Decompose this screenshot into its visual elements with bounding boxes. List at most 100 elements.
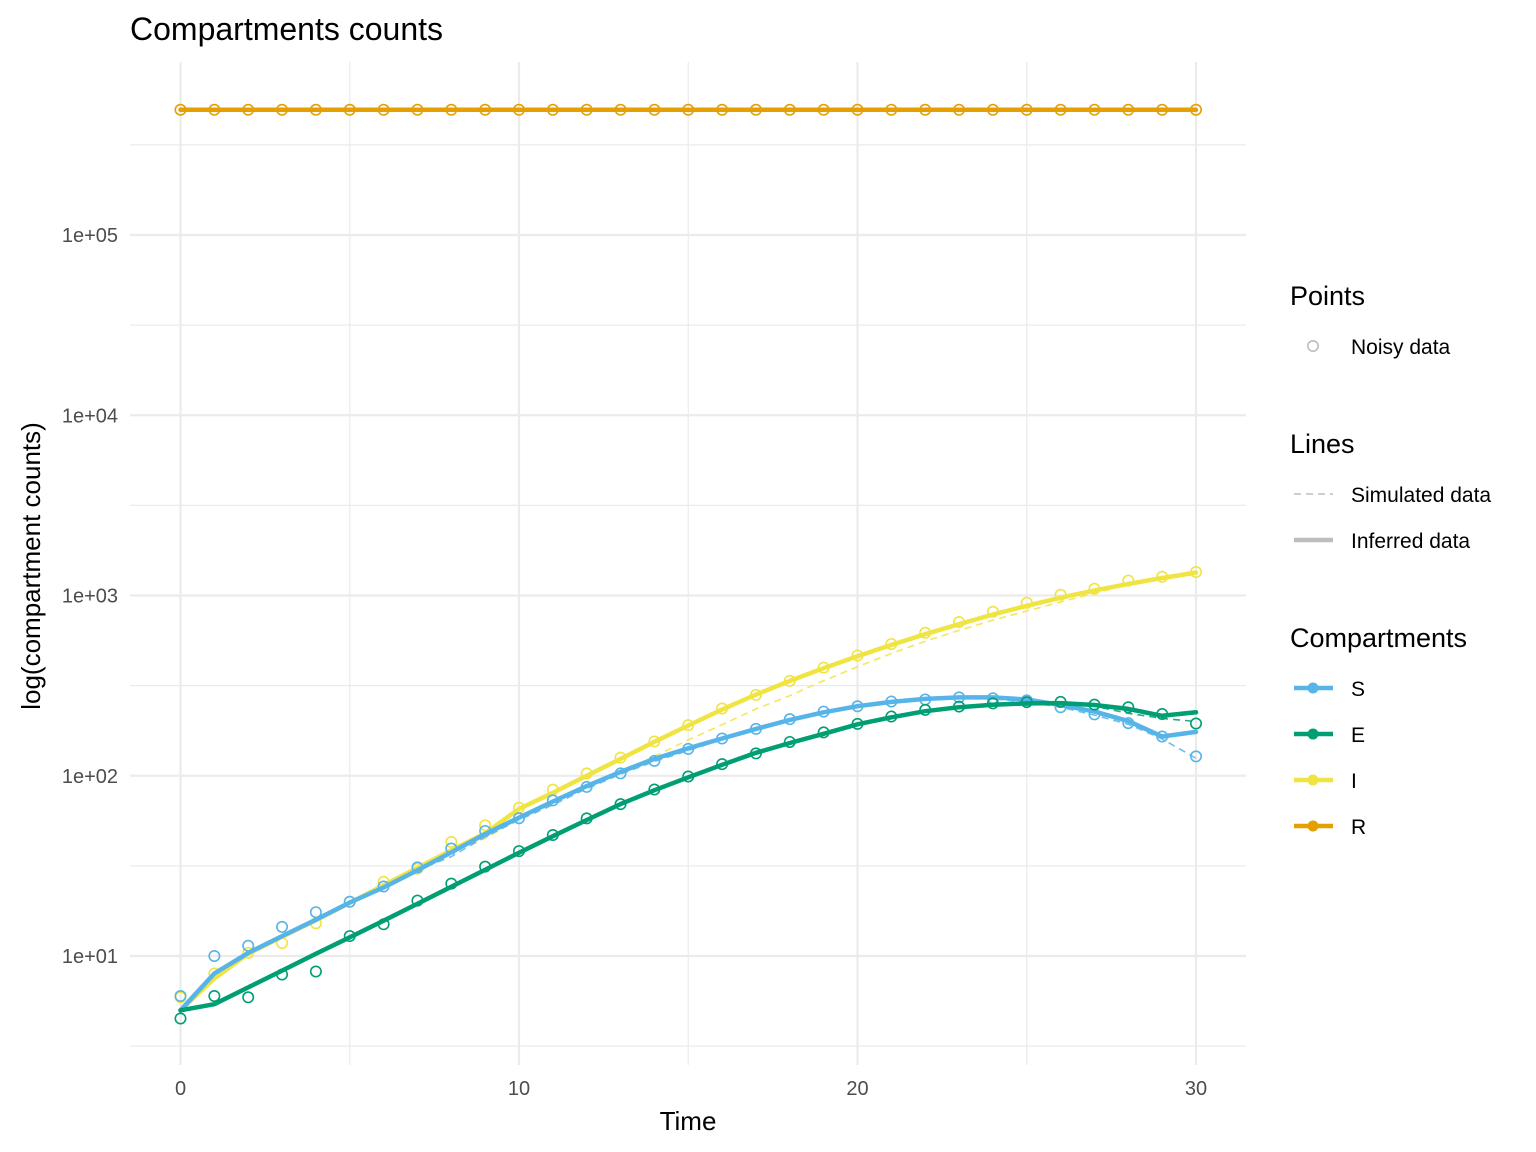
noisy-point-S	[546, 794, 559, 807]
legend: Points Noisy data Lines Simulated data Infer…	[1290, 281, 1491, 839]
noisy-point-R	[783, 103, 796, 116]
noisy-point-R	[1088, 103, 1101, 116]
noisy-point-R	[377, 103, 390, 116]
noisy-point-R	[919, 103, 932, 116]
noisy-point-S	[885, 695, 898, 708]
noisy-point-I	[986, 605, 999, 618]
noisy-point-R	[986, 103, 999, 116]
noisy-point-I	[749, 688, 762, 701]
legend-key-dot-I	[1307, 774, 1319, 786]
y-tick-label: 1e+01	[62, 946, 118, 968]
noisy-point-R	[411, 103, 424, 116]
noisy-point-S	[1156, 730, 1169, 743]
noisy-point-R	[276, 103, 289, 116]
noisy-point-I	[919, 626, 932, 639]
noisy-point-E	[1054, 695, 1067, 708]
noisy-point-I	[1156, 570, 1169, 583]
noisy-point-S	[614, 767, 627, 780]
noisy-point-R	[953, 103, 966, 116]
noisy-point-I	[716, 702, 729, 715]
noisy-point-I	[783, 674, 796, 687]
noisy-point-R	[309, 103, 322, 116]
noisy-point-S	[242, 939, 255, 952]
legend-label-E: E	[1351, 724, 1365, 747]
noisy-point-E	[445, 877, 458, 890]
noisy-point-S	[343, 895, 356, 908]
noisy-point-E	[1190, 717, 1203, 730]
noisy-point-S	[749, 722, 762, 735]
noisy-point-S	[479, 824, 492, 837]
noisy-point-R	[174, 103, 187, 116]
legend-key-noisy	[1307, 339, 1320, 352]
noisy-point-R	[1054, 103, 1067, 116]
noisy-point-E	[479, 860, 492, 873]
noisy-point-R	[1156, 103, 1169, 116]
noisy-point-R	[1190, 103, 1203, 116]
legend-label-I: I	[1351, 770, 1357, 793]
noisy-point-R	[749, 103, 762, 116]
legend-title-compartments: Compartments	[1290, 623, 1467, 653]
legend-label-inferred: Inferred data	[1351, 530, 1470, 553]
noisy-point-I	[445, 835, 458, 848]
noisy-point-S	[817, 705, 830, 718]
noisy-point-S	[276, 920, 289, 933]
legend-title-points: Points	[1290, 281, 1365, 311]
noisy-point-I	[1020, 596, 1033, 609]
x-tick-label: 0	[175, 1078, 186, 1100]
noisy-point-S	[648, 754, 661, 767]
noisy-point-E	[1088, 698, 1101, 711]
noisy-point-S	[411, 861, 424, 874]
noisy-point-R	[580, 103, 593, 116]
y-tick-label: 1e+05	[62, 225, 118, 247]
noisy-point-I	[242, 946, 255, 959]
noisy-point-S	[208, 949, 221, 962]
noisy-point-E	[749, 747, 762, 760]
noisy-point-E	[276, 968, 289, 981]
series-R	[174, 103, 1203, 116]
simulated-line-I	[179, 571, 1197, 1011]
noisy-point-S	[682, 742, 695, 755]
inferred-line-E	[178, 700, 1199, 1013]
noisy-point-E	[716, 758, 729, 771]
grid	[130, 62, 1246, 1065]
noisy-point-R	[1020, 103, 1033, 116]
noisy-point-R	[445, 103, 458, 116]
noisy-point-E	[242, 991, 255, 1004]
noisy-point-E	[309, 965, 322, 978]
noisy-point-E	[648, 783, 661, 796]
noisy-point-R	[851, 103, 864, 116]
noisy-point-I	[1122, 574, 1135, 587]
x-axis-ticks: 0 10 20 30	[175, 1078, 1207, 1100]
noisy-point-R	[614, 103, 627, 116]
x-tick-label: 30	[1185, 1078, 1207, 1100]
y-axis-title: log(compartment counts)	[16, 422, 46, 710]
noisy-point-S	[1190, 750, 1203, 763]
noisy-point-R	[208, 103, 221, 116]
series-E	[174, 695, 1203, 1025]
noisy-point-S	[174, 989, 187, 1002]
noisy-point-R	[479, 103, 492, 116]
noisy-point-I	[1054, 588, 1067, 601]
noisy-point-I	[1190, 566, 1203, 579]
noisy-point-E	[614, 798, 627, 811]
noisy-point-E	[377, 918, 390, 931]
noisy-point-E	[919, 703, 932, 716]
noisy-point-R	[716, 103, 729, 116]
noisy-point-S	[783, 713, 796, 726]
noisy-point-R	[885, 103, 898, 116]
chart-title: Compartments counts	[130, 11, 443, 47]
noisy-point-E	[208, 989, 221, 1002]
y-tick-label: 1e+04	[62, 405, 118, 427]
inferred-line-S	[178, 695, 1199, 1013]
noisy-point-R	[512, 103, 525, 116]
noisy-point-E	[580, 812, 593, 825]
noisy-point-E	[885, 710, 898, 723]
noisy-point-R	[546, 103, 559, 116]
noisy-point-I	[479, 819, 492, 832]
noisy-point-R	[682, 103, 695, 116]
noisy-point-S	[309, 906, 322, 919]
noisy-point-E	[986, 697, 999, 710]
legend-label-noisy: Noisy data	[1351, 336, 1451, 359]
legend-label-simulated: Simulated data	[1351, 484, 1491, 507]
